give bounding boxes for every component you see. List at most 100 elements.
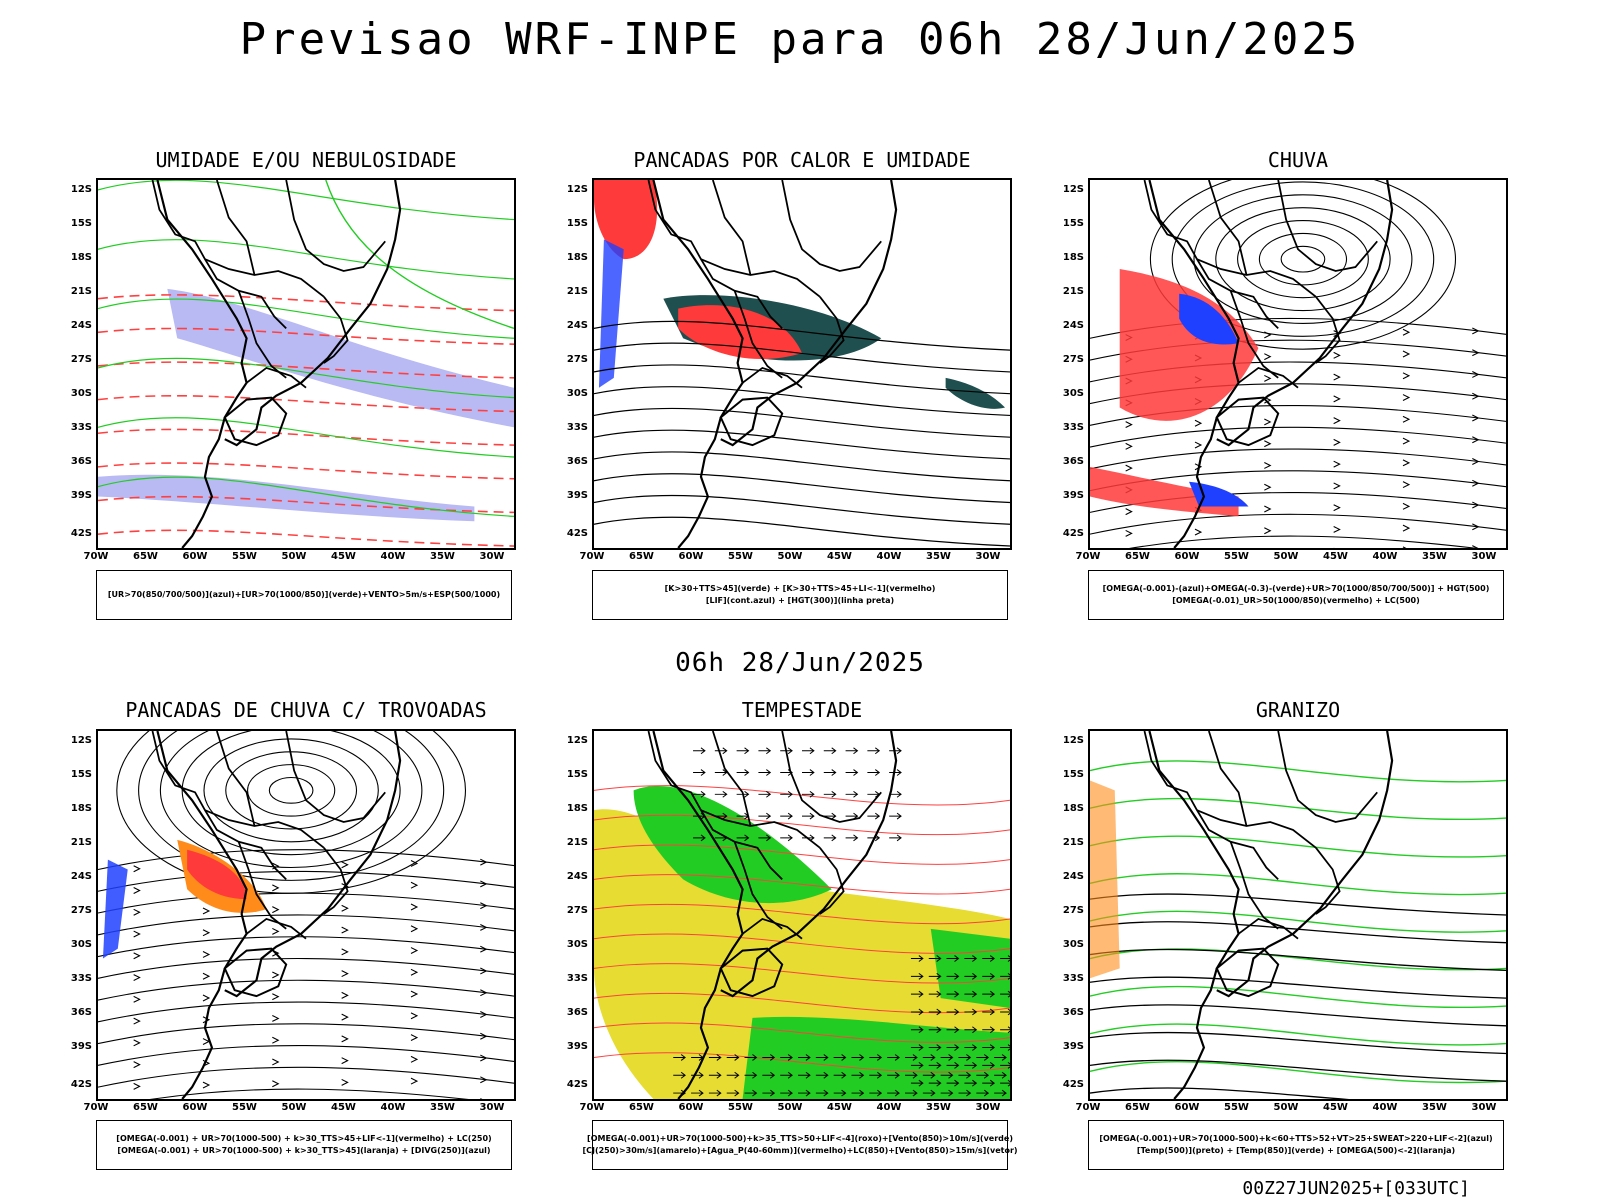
- panel-umidade-title: UMIDADE E/OU NEBULOSIDADE: [155, 148, 457, 172]
- panel-tempestade-title: TEMPESTADE: [741, 698, 863, 722]
- latitude-label: 42S: [566, 1079, 588, 1090]
- latitude-label: 39S: [70, 490, 92, 501]
- longitude-label: 50W: [281, 1102, 307, 1113]
- latitude-label: 27S: [1062, 905, 1084, 916]
- latitude-label: 39S: [70, 1041, 92, 1052]
- longitude-label: 70W: [83, 1102, 109, 1113]
- panel-tempestade-map-graphic: [594, 731, 1010, 1099]
- longitude-label: 40W: [876, 1102, 902, 1113]
- latitude-label: 24S: [1062, 320, 1084, 331]
- longitude-label: 65W: [629, 1102, 654, 1113]
- latitude-label: 24S: [1062, 871, 1084, 882]
- longitude-label: 65W: [133, 1102, 158, 1113]
- longitude-label: 30W: [1471, 1102, 1497, 1113]
- latitude-label: 21S: [70, 286, 92, 297]
- longitude-label: 45W: [827, 551, 852, 562]
- panel-pancadas-trovoadas-title: PANCADAS DE CHUVA C/ TROVOADAS: [125, 698, 487, 722]
- latitude-label: 18S: [566, 252, 588, 263]
- latitude-label: 18S: [566, 803, 588, 814]
- panel-pancadas-calor-title: PANCADAS POR CALOR E UMIDADE: [633, 148, 971, 172]
- legend-line: [LIF](cont.azul) + [HGT(300)](linha pret…: [705, 596, 895, 605]
- latitude-label: 36S: [1062, 456, 1084, 467]
- longitude-label: 70W: [1075, 551, 1101, 562]
- longitude-label: 30W: [479, 551, 505, 562]
- longitude-label: 55W: [232, 551, 257, 562]
- longitude-label: 60W: [1174, 551, 1200, 562]
- longitude-label: 60W: [1174, 1102, 1200, 1113]
- latitude-label: 21S: [1062, 286, 1084, 297]
- latitude-label: 27S: [566, 905, 588, 916]
- latitude-label: 39S: [1062, 490, 1084, 501]
- legend-line: [UR>70(850/700/500)](azul)+[UR>70(1000/8…: [107, 590, 501, 599]
- latitude-label: 30S: [1062, 388, 1084, 399]
- latitude-label: 30S: [566, 388, 588, 399]
- longitude-label: 45W: [1323, 1102, 1348, 1113]
- latitude-label: 15S: [566, 769, 588, 780]
- longitude-label: 65W: [1125, 1102, 1150, 1113]
- latitude-label: 33S: [1062, 422, 1084, 433]
- latitude-label: 33S: [70, 422, 92, 433]
- latitude-label: 36S: [1062, 1007, 1084, 1018]
- longitude-label: 30W: [975, 1102, 1001, 1113]
- longitude-label: 50W: [1273, 1102, 1299, 1113]
- longitude-label: 60W: [182, 1102, 208, 1113]
- latitude-label: 33S: [1062, 973, 1084, 984]
- latitude-label: 15S: [1062, 769, 1084, 780]
- panel-granizo-title: GRANIZO: [1255, 698, 1341, 722]
- latitude-label: 39S: [1062, 1041, 1084, 1052]
- longitude-label: 65W: [133, 551, 158, 562]
- longitude-label: 50W: [1273, 551, 1299, 562]
- latitude-label: 12S: [70, 184, 92, 195]
- longitude-label: 55W: [1224, 551, 1249, 562]
- longitude-label: 60W: [678, 551, 704, 562]
- longitude-label: 70W: [83, 551, 109, 562]
- latitude-label: 39S: [566, 1041, 588, 1052]
- latitude-label: 33S: [566, 422, 588, 433]
- longitude-label: 35W: [926, 551, 951, 562]
- longitude-label: 70W: [1075, 1102, 1101, 1113]
- latitude-label: 15S: [70, 769, 92, 780]
- legend-line: [OMEGA(-0.001)+UR>70(1000-500)+k<60+TTS>…: [1099, 1134, 1493, 1143]
- latitude-label: 42S: [70, 1079, 92, 1090]
- latitude-label: 30S: [70, 939, 92, 950]
- latitude-label: 18S: [70, 252, 92, 263]
- longitude-label: 30W: [1471, 551, 1497, 562]
- longitude-label: 40W: [380, 1102, 406, 1113]
- latitude-label: 21S: [566, 837, 588, 848]
- longitude-label: 70W: [579, 1102, 605, 1113]
- panel-pancadas-trovoadas-map-graphic: [98, 731, 514, 1099]
- legend-line: [OMEGA(-0.001) + UR>70(1000-500) + k>30_…: [117, 1146, 491, 1155]
- panel-pancadas-trovoadas-legend: [OMEGA(-0.001) + UR>70(1000-500) + k>30_…: [96, 1120, 512, 1170]
- legend-line: [OMEGA(-0.001) + UR>70(1000-500) + k>30_…: [116, 1134, 492, 1143]
- panel-granizo-legend: [OMEGA(-0.001)+UR>70(1000-500)+k<60+TTS>…: [1088, 1120, 1504, 1170]
- latitude-label: 39S: [566, 490, 588, 501]
- latitude-label: 12S: [70, 735, 92, 746]
- latitude-label: 30S: [566, 939, 588, 950]
- longitude-label: 35W: [430, 1102, 455, 1113]
- panel-pancadas-calor-legend: [K>30+TTS>45](verde) + [K>30+TTS>45+LI<-…: [592, 570, 1008, 620]
- longitude-label: 65W: [629, 551, 654, 562]
- panel-chuva-legend: [OMEGA(-0.001)-(azul)+OMEGA(-0.3)-(verde…: [1088, 570, 1504, 620]
- legend-line: [K>30+TTS>45](verde) + [K>30+TTS>45+LI<-…: [664, 584, 936, 593]
- longitude-label: 45W: [331, 1102, 356, 1113]
- longitude-label: 45W: [827, 1102, 852, 1113]
- longitude-label: 65W: [1125, 551, 1150, 562]
- latitude-label: 36S: [566, 456, 588, 467]
- panel-pancadas-calor-map-graphic: [594, 180, 1010, 548]
- longitude-label: 50W: [777, 551, 803, 562]
- panel-chuva-map: [1088, 178, 1508, 550]
- latitude-label: 27S: [1062, 354, 1084, 365]
- longitude-label: 30W: [479, 1102, 505, 1113]
- latitude-label: 12S: [566, 735, 588, 746]
- legend-line: [Temp(500)](preto) + [Temp(850)](verde) …: [1136, 1146, 1456, 1155]
- main-title: Previsao WRF-INPE para 06h 28/Jun/2025: [239, 14, 1361, 65]
- longitude-label: 45W: [1323, 551, 1348, 562]
- latitude-label: 15S: [70, 218, 92, 229]
- latitude-label: 24S: [70, 871, 92, 882]
- latitude-label: 42S: [1062, 528, 1084, 539]
- longitude-label: 50W: [281, 551, 307, 562]
- latitude-label: 15S: [1062, 218, 1084, 229]
- latitude-label: 30S: [1062, 939, 1084, 950]
- latitude-label: 24S: [566, 871, 588, 882]
- longitude-label: 35W: [1422, 1102, 1447, 1113]
